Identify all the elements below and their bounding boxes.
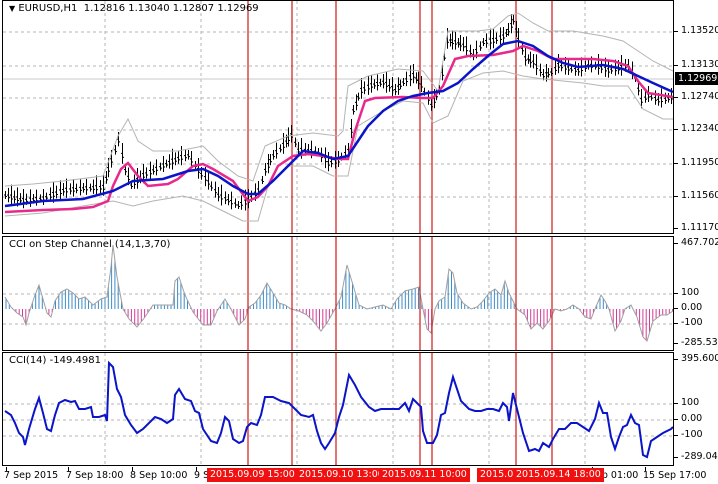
axis-label: 1.11560 (681, 190, 718, 201)
axis-label: 1.11950 (681, 157, 718, 168)
time-label: 7 Sep 18:00 (66, 470, 124, 481)
cci-pane: CCI(14) -149.4981 395.6002 100 0.00 -100 -28… (0, 352, 718, 467)
indicator2-axis: 395.6002 100 0.00 -100 -289.0458 (673, 352, 718, 467)
axis-label: -289.0458 (681, 451, 718, 462)
axis-label: 1.13520 (681, 25, 718, 36)
cci-area[interactable]: CCI(14) -149.4981 (2, 352, 674, 466)
symbol-label: EURUSD,H1 (18, 3, 78, 14)
axis-label: 1.13130 (681, 59, 718, 70)
time-marker-label[interactable]: 2015.09.10 13:00 (296, 468, 387, 482)
indicator1-title: CCI on Step Channel (14,1,3,70) (9, 239, 171, 250)
time-label: 7 Sep 2015 (4, 470, 59, 481)
chart-title: ▼ EURUSD,H1 1.12816 1.13040 1.12807 1.12… (9, 3, 259, 14)
axis-label: 100 (681, 397, 700, 408)
cci-step-channel-area[interactable]: CCI on Step Channel (14,1,3,70) (2, 236, 674, 351)
price-pane: ▼ EURUSD,H1 1.12816 1.13040 1.12807 1.12… (0, 0, 718, 236)
axis-label: 0.00 (681, 302, 703, 313)
indicator2-title: CCI(14) -149.4981 (9, 355, 101, 366)
time-label: Sep 01:00 (590, 470, 639, 481)
axis-label: 467.7022 (681, 237, 718, 248)
collapse-arrow-icon[interactable]: ▼ (9, 4, 16, 13)
axis-label: -100 (681, 317, 703, 328)
axis-label: -285.5349 (681, 337, 718, 348)
axis-label: 0.00 (681, 413, 703, 424)
time-marker-label[interactable]: 2015.09.09 15:00 (207, 468, 298, 482)
time-label: 15 Sep 17:00 (643, 470, 707, 481)
axis-label: 1.11170 (681, 222, 718, 233)
axis-label: 1.12740 (681, 91, 718, 102)
cci-step-histogram-svg (3, 237, 673, 350)
price-axis: 1.13520 1.13130 1.12740 1.12340 1.11950 1.115… (673, 0, 718, 236)
time-axis: 7 Sep 2015 7 Sep 18:00 8 Sep 10:00 9 S Sep 0… (0, 467, 718, 484)
current-price-badge: 1.12969 (675, 72, 718, 85)
time-label: 8 Sep 10:00 (130, 470, 188, 481)
ohlc-values: 1.12816 1.13040 1.12807 1.12969 (83, 3, 259, 14)
cci-step-channel-pane: CCI on Step Channel (14,1,3,70) 467.7022… (0, 236, 718, 352)
price-chart-area[interactable]: ▼ EURUSD,H1 1.12816 1.13040 1.12807 1.12… (2, 0, 674, 234)
axis-label: -100 (681, 429, 703, 440)
indicator1-axis: 467.7022 100 0.00 -100 -285.5349 (673, 236, 718, 352)
time-marker-label[interactable]: 2015.09.11 10:00 (379, 468, 470, 482)
axis-label: 395.6002 (681, 353, 718, 364)
price-chart-svg (3, 1, 673, 233)
axis-label: 100 (681, 287, 700, 298)
cci-line-svg (3, 353, 673, 465)
axis-label: 1.12340 (681, 123, 718, 134)
time-marker-label[interactable]: 2015.09.14 18:00 (513, 468, 604, 482)
time-marker-label[interactable]: 2015.09 (477, 468, 523, 482)
time-label: 9 S (194, 470, 210, 481)
